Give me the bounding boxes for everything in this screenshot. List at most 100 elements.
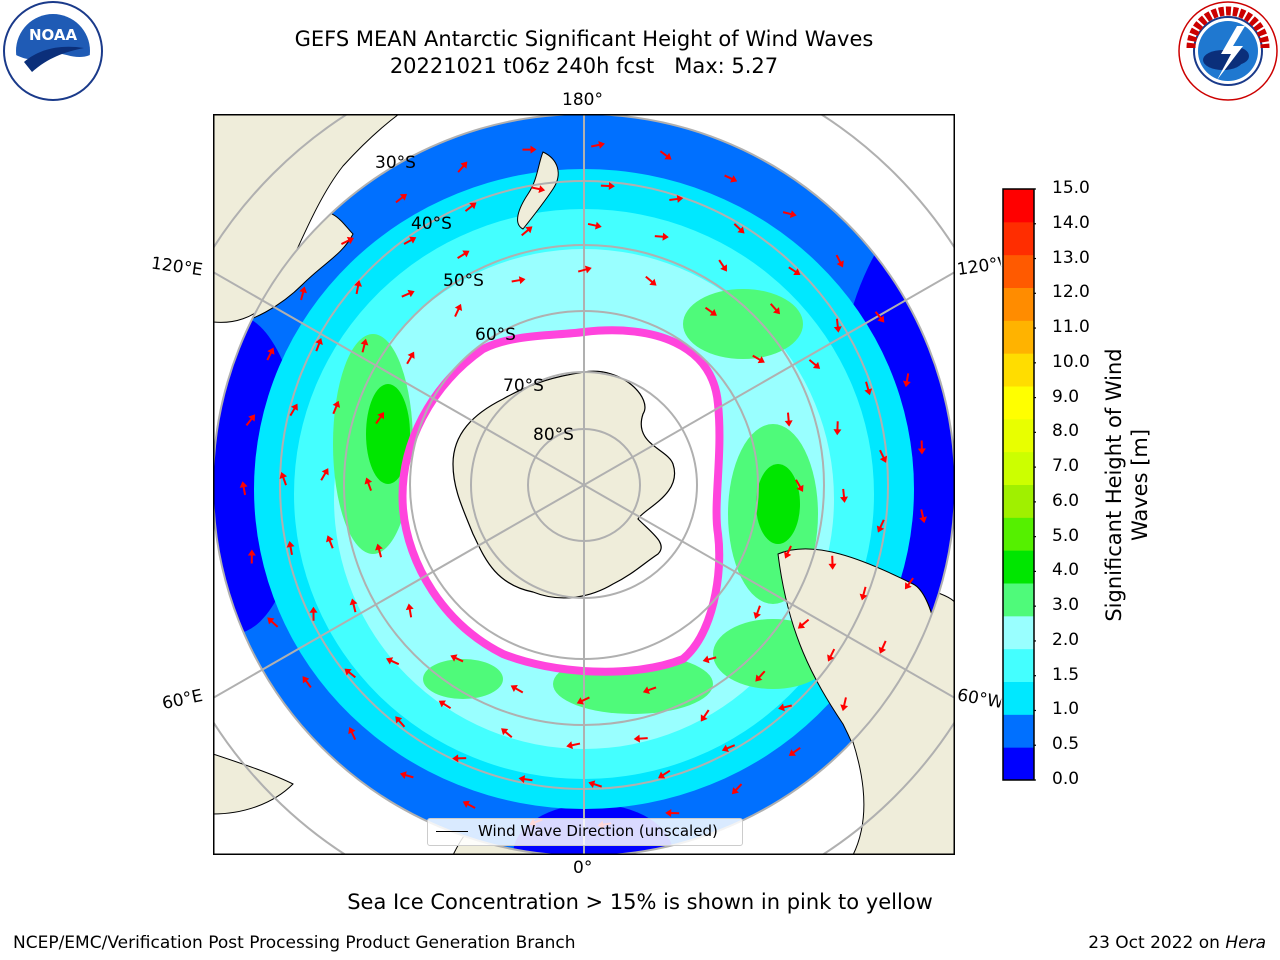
wave-direction-arrow bbox=[531, 185, 546, 194]
wave-direction-arrow bbox=[633, 734, 648, 743]
wave-direction-arrow bbox=[788, 266, 801, 276]
wave-direction-arrow bbox=[360, 338, 369, 353]
colorbar-tick-label: 1.0 bbox=[1052, 699, 1080, 720]
wave-direction-arrow bbox=[904, 577, 914, 590]
wave-direction-arrow bbox=[718, 259, 727, 272]
new-zealand bbox=[517, 151, 559, 230]
wave-direction-arrow bbox=[452, 754, 467, 763]
footer-date: 23 Oct 2022 on Hera bbox=[1088, 933, 1266, 953]
colorbar-tick-label: 11.0 bbox=[1052, 317, 1090, 338]
wave-direction-arrow bbox=[840, 488, 848, 503]
wave-direction-arrow bbox=[454, 303, 463, 317]
wave-direction-arrow bbox=[784, 412, 793, 427]
wave-direction-arrow bbox=[405, 603, 414, 618]
wave-direction-arrow bbox=[438, 700, 452, 710]
wave-direction-arrow bbox=[658, 769, 671, 779]
wave-direction-arrow bbox=[577, 265, 592, 274]
wave-direction-arrow bbox=[879, 449, 888, 463]
wave-direction-arrow bbox=[375, 543, 383, 558]
wave-direction-arrow bbox=[600, 181, 615, 190]
wave-direction-arrow bbox=[752, 354, 765, 364]
colorbar bbox=[1002, 188, 1036, 781]
legend-label: Wind Wave Direction (unscaled) bbox=[478, 822, 718, 840]
wave-direction-arrow bbox=[344, 668, 356, 679]
chart-title: GEFS MEAN Antarctic Significant Height o… bbox=[294, 27, 874, 51]
wave-direction-arrow bbox=[462, 800, 476, 809]
colorbar-swatch bbox=[1003, 714, 1034, 748]
wave-direction-arrow bbox=[245, 414, 256, 426]
wave-direction-arrow bbox=[326, 535, 334, 549]
colorbar-tick-label: 6.0 bbox=[1052, 490, 1080, 511]
wave-direction-arrow bbox=[833, 421, 842, 436]
wave-direction-arrow bbox=[349, 598, 358, 613]
wave-direction-arrow bbox=[279, 471, 288, 486]
colorbar-swatch bbox=[1003, 386, 1034, 420]
lon-label-120e: 120°E bbox=[149, 253, 204, 281]
wave-direction-arrow bbox=[665, 809, 680, 818]
colorbar-swatch bbox=[1003, 747, 1034, 781]
wave-direction-arrow bbox=[395, 193, 408, 204]
colorbar-tick-label: 7.0 bbox=[1052, 456, 1080, 477]
footer-host: Hera bbox=[1225, 933, 1266, 953]
colorbar-tick-label: 0.0 bbox=[1052, 769, 1080, 789]
wave-direction-arrow bbox=[788, 747, 801, 756]
wave-direction-arrow bbox=[364, 477, 373, 491]
colorbar-tick-label: 8.0 bbox=[1052, 421, 1080, 442]
colorbar-tick-label: 2.0 bbox=[1052, 629, 1080, 650]
wave-direction-arrow bbox=[833, 318, 842, 333]
colorbar-tick-label: 0.5 bbox=[1052, 734, 1080, 755]
colorbar-tick-label: 14.0 bbox=[1052, 212, 1090, 233]
wave-direction-arrow bbox=[266, 347, 275, 361]
chart-subtitle: 20221021 t06z 240h fcst Max: 5.27 bbox=[389, 54, 779, 78]
lat-label-30s: 30°S bbox=[375, 153, 416, 173]
wave-direction-arrow bbox=[859, 586, 868, 601]
footer-date-text: 23 Oct 2022 on bbox=[1088, 933, 1220, 953]
lon-label-60e: 60°E bbox=[160, 685, 205, 715]
wave-direction-arrow bbox=[406, 351, 415, 365]
wave-direction-arrow bbox=[835, 254, 844, 268]
colorbar-tick-label: 12.0 bbox=[1052, 282, 1090, 303]
colorbar-tick-label: 4.0 bbox=[1052, 560, 1080, 581]
colorbar-swatch bbox=[1003, 418, 1034, 453]
wave-direction-arrow bbox=[457, 250, 470, 260]
wave-direction-arrow bbox=[386, 657, 400, 666]
wave-direction-arrow bbox=[576, 696, 590, 705]
wave-direction-arrow bbox=[401, 289, 415, 298]
colorbar-tick-label: 10.0 bbox=[1052, 351, 1090, 372]
noaa-logo-text: NOAA bbox=[29, 26, 78, 44]
sea-ice-note: Sea Ice Concentration > 15% is shown in … bbox=[347, 890, 933, 914]
wave-direction-arrow bbox=[511, 276, 526, 285]
colorbar-title-line2: Waves [m] bbox=[1128, 428, 1152, 542]
wave-direction-arrow bbox=[566, 741, 581, 750]
wave-direction-arrow bbox=[669, 194, 684, 203]
wave-direction-arrow bbox=[769, 303, 781, 315]
wave-direction-arrow bbox=[878, 640, 887, 654]
map-legend: Wind Wave Direction (unscaled) bbox=[427, 818, 743, 846]
wave-direction-arrow bbox=[457, 161, 468, 173]
wave-direction-arrow bbox=[902, 373, 911, 388]
wave-direction-arrow bbox=[704, 306, 717, 316]
latitude-labels: 30°S 40°S 50°S 60°S 70°S 80°S bbox=[375, 153, 574, 445]
colorbar-swatch bbox=[1003, 615, 1034, 650]
wave-direction-arrow bbox=[464, 202, 477, 212]
wave-direction-arrow bbox=[403, 236, 417, 245]
lat-label-70s: 70°S bbox=[503, 376, 544, 396]
map-frame bbox=[213, 114, 955, 855]
wave-direction-arrow bbox=[782, 210, 797, 218]
lat-label-60s: 60°S bbox=[475, 325, 516, 345]
wave-direction-arrow bbox=[309, 606, 318, 621]
colorbar-swatch bbox=[1003, 583, 1034, 617]
wave-direction-arrow bbox=[239, 481, 248, 496]
wave-direction-arrow bbox=[755, 670, 766, 682]
wave-direction-arrow bbox=[753, 605, 761, 619]
colorbar-tick-label: 15.0 bbox=[1052, 178, 1090, 198]
wave-direction-arrow bbox=[795, 479, 804, 492]
wave-direction-arrow bbox=[591, 140, 605, 149]
wave-direction-arrow bbox=[302, 676, 312, 689]
wave-direction-arrow bbox=[286, 541, 295, 555]
colorbar-swatch bbox=[1003, 681, 1034, 715]
nws-logo bbox=[1178, 1, 1278, 101]
wave-direction-arrow bbox=[501, 728, 513, 739]
wave-direction-arrow bbox=[587, 221, 602, 230]
wave-direction-arrow bbox=[450, 654, 464, 663]
